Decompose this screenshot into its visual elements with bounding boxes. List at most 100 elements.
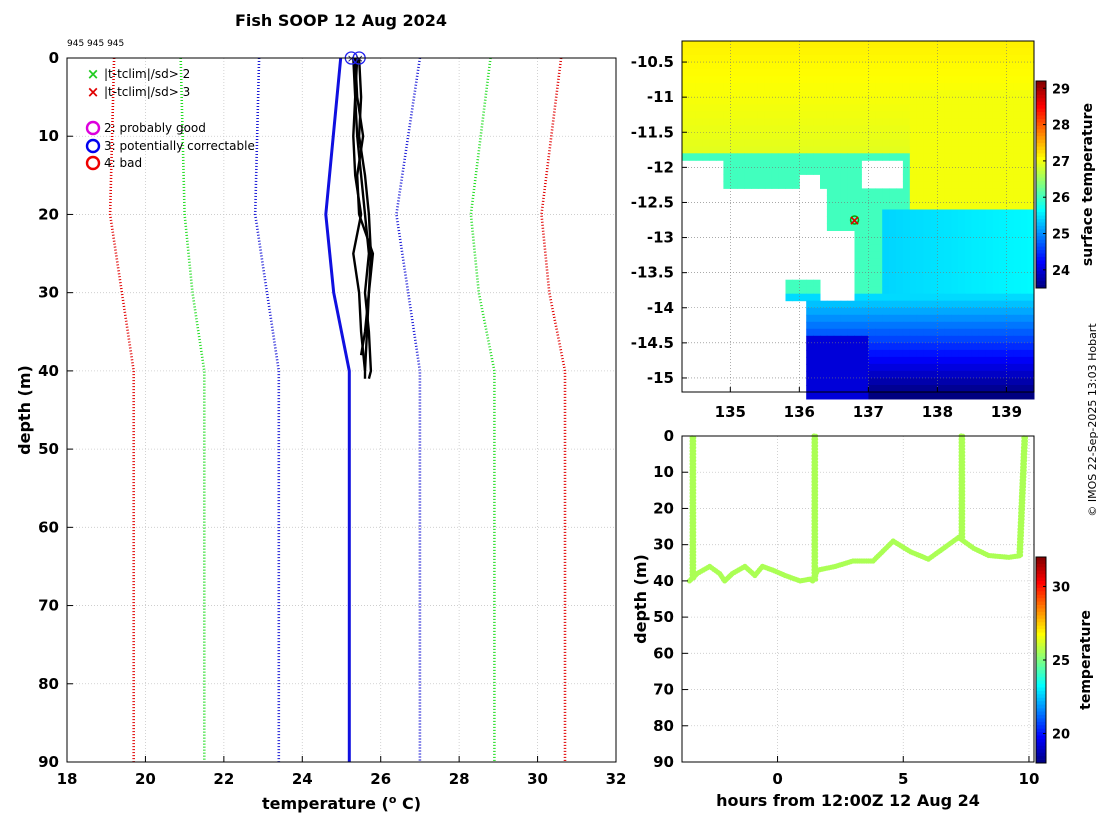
sst-cell xyxy=(937,62,945,70)
sst-cell xyxy=(778,181,786,189)
sst-cell xyxy=(744,125,752,133)
sst-cell xyxy=(937,356,945,365)
sst-cell xyxy=(916,300,925,309)
sst-cell xyxy=(896,209,904,217)
sst-cell xyxy=(930,363,938,372)
sst-cell xyxy=(971,279,980,288)
sst-cell xyxy=(833,328,842,337)
sst-cell xyxy=(944,167,952,175)
sst-cell xyxy=(709,48,717,56)
sst-cell xyxy=(875,335,883,344)
sst-cell xyxy=(820,97,828,105)
sst-cell xyxy=(826,90,835,98)
colorbar-segment xyxy=(1036,187,1046,192)
sst-cell xyxy=(744,146,752,154)
sst-cell xyxy=(813,118,821,126)
sst-cell xyxy=(833,90,842,98)
ts-colorbar-segment xyxy=(1036,663,1046,668)
sst-cell xyxy=(930,321,938,330)
sst-cell xyxy=(902,83,911,91)
sst-cell xyxy=(944,279,952,288)
map-y-tick-label: -15 xyxy=(647,369,674,387)
sst-cell xyxy=(902,363,911,372)
sst-cell xyxy=(730,160,738,168)
sst-cell xyxy=(978,41,987,49)
sst-cell xyxy=(688,90,697,98)
sst-cell xyxy=(930,335,938,344)
sst-cell xyxy=(737,97,745,105)
sst-cell xyxy=(826,97,835,105)
sst-cell xyxy=(992,174,1000,182)
sst-cell xyxy=(930,223,938,231)
sst-cell xyxy=(854,160,862,168)
sst-cell xyxy=(1020,392,1028,400)
sst-map: ×135 136 137 138 139-10.5-11-11.5-12-12.5-13… xyxy=(631,40,1096,421)
sst-cell xyxy=(985,335,994,344)
sst-cell xyxy=(875,265,883,274)
sst-cell xyxy=(958,349,966,358)
ts-colorbar-segment xyxy=(1036,745,1046,750)
sst-cell xyxy=(875,216,883,224)
sst-cell xyxy=(840,97,849,105)
sst-cell xyxy=(806,286,814,295)
sst-cell xyxy=(958,258,966,267)
ts-x-tick-label: 0 xyxy=(772,770,782,788)
sst-cell xyxy=(854,41,862,49)
sst-cell xyxy=(764,90,773,98)
sst-cell xyxy=(978,69,987,77)
sst-cell xyxy=(861,265,869,274)
sst-cell xyxy=(868,272,876,281)
sst-cell xyxy=(930,195,938,203)
sst-cell xyxy=(1006,146,1014,154)
sst-cell xyxy=(1013,293,1021,302)
sst-cell xyxy=(833,118,842,126)
sst-cell xyxy=(826,174,835,182)
sst-cell xyxy=(944,209,952,217)
sst-cell xyxy=(723,181,731,189)
sst-cell xyxy=(723,146,731,154)
sst-cell xyxy=(854,230,862,238)
sst-cell xyxy=(985,216,994,224)
sst-cell xyxy=(882,272,890,281)
sst-cell xyxy=(889,279,897,288)
ts-y-tick-label: 20 xyxy=(653,499,674,517)
ts-colorbar-segment xyxy=(1036,594,1046,599)
sst-cell xyxy=(868,97,876,105)
sst-cell xyxy=(716,104,724,112)
sst-cell xyxy=(868,265,876,274)
sst-cell xyxy=(771,160,780,168)
sst-cell xyxy=(930,62,938,70)
sst-cell xyxy=(723,90,731,98)
sst-cell xyxy=(889,83,897,91)
colorbar-segment xyxy=(1036,243,1046,247)
colorbar-segment xyxy=(1036,146,1046,151)
sst-cell xyxy=(806,363,814,372)
map-y-tick-label: -10.5 xyxy=(631,53,674,71)
sst-cell xyxy=(889,363,897,372)
sst-cell xyxy=(688,76,697,84)
sst-cell xyxy=(820,139,828,147)
sst-cell xyxy=(896,300,904,309)
sst-cell xyxy=(951,62,959,70)
sst-cell xyxy=(930,41,938,49)
sst-cell xyxy=(923,62,931,70)
sst-cell xyxy=(978,83,987,91)
sst-cell xyxy=(840,188,849,196)
sst-cell xyxy=(958,286,966,295)
sst-cell xyxy=(1006,286,1014,295)
sst-cell xyxy=(971,216,980,224)
sst-cell xyxy=(695,55,704,63)
sst-cell xyxy=(965,293,973,302)
sst-cell xyxy=(833,174,842,182)
sst-cell xyxy=(792,111,800,119)
sst-cell xyxy=(757,146,766,154)
sst-cell xyxy=(847,48,855,56)
sst-cell xyxy=(695,111,704,119)
sst-cell xyxy=(951,41,959,49)
sst-cell xyxy=(820,76,828,84)
sst-cell xyxy=(854,209,862,217)
sst-cell xyxy=(1027,307,1035,316)
sst-cell xyxy=(985,223,994,231)
sst-cell xyxy=(937,385,945,393)
sst-cell xyxy=(1020,363,1028,372)
